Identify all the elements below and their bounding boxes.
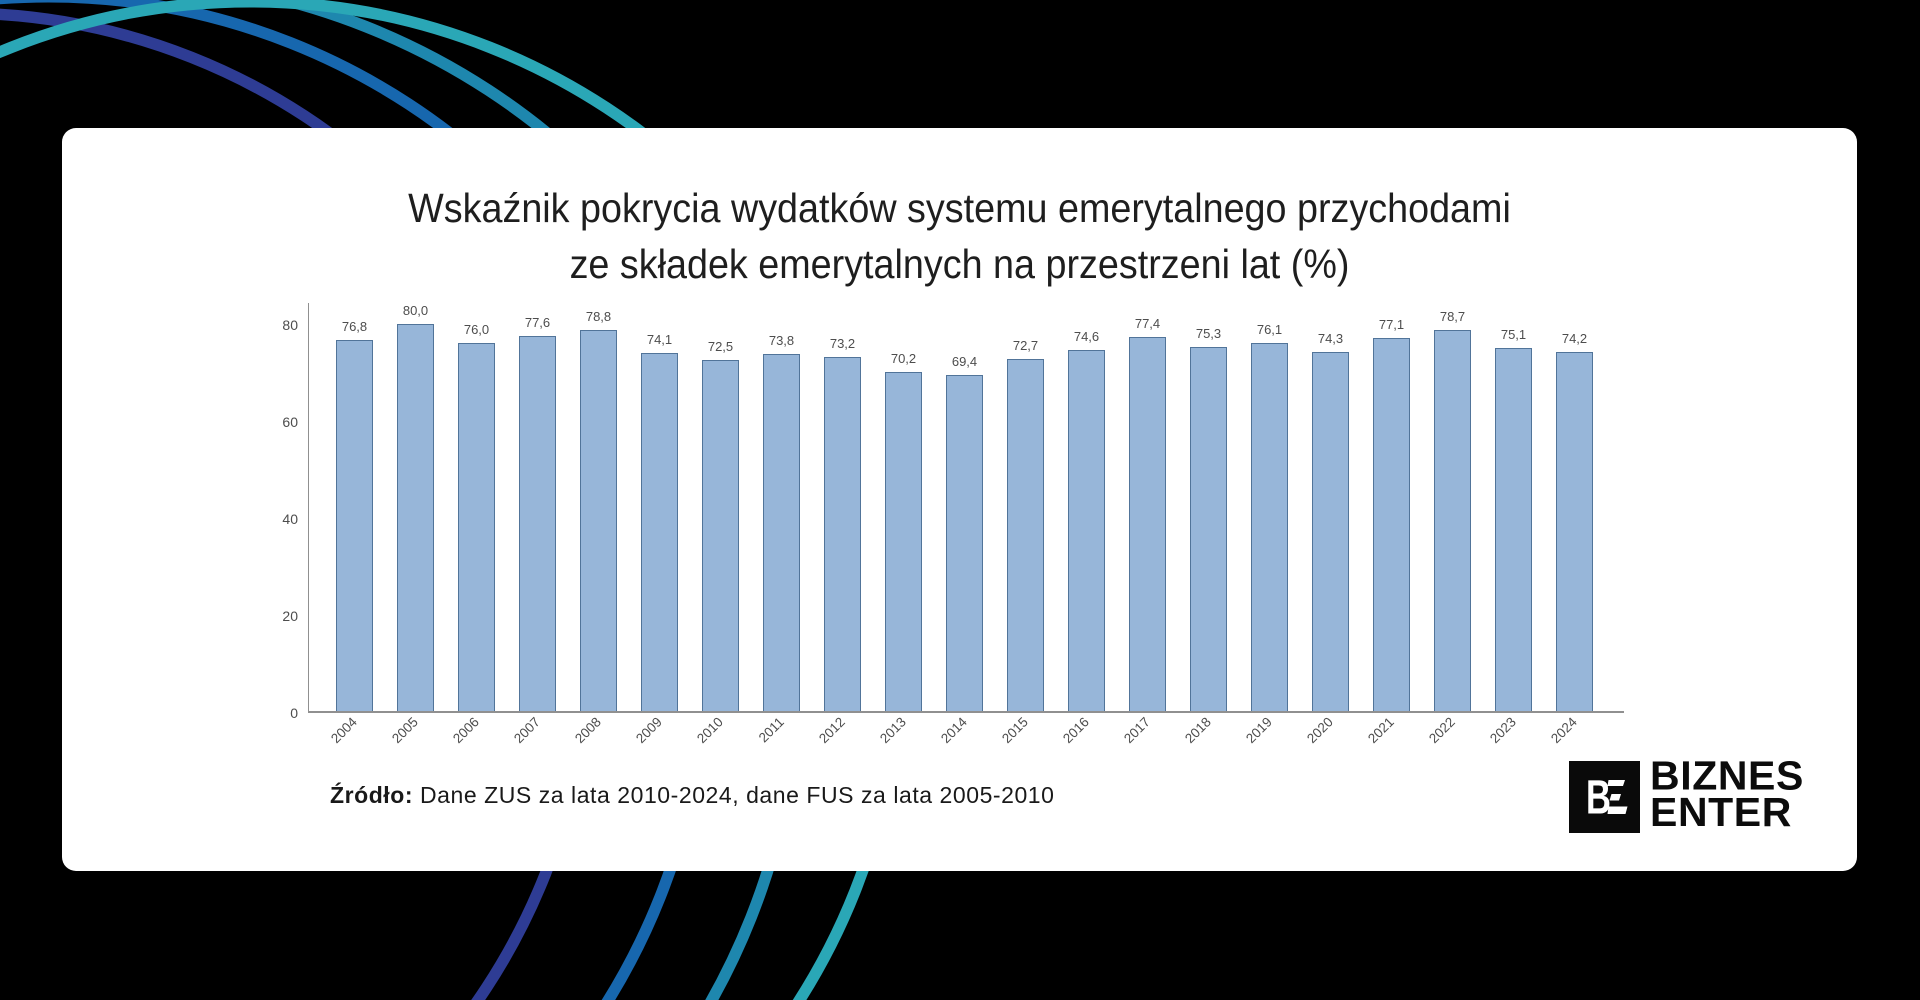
svg-text:B: B — [1586, 770, 1611, 824]
svg-text:BIZNES: BIZNES — [1650, 760, 1804, 799]
svg-text:ENTER: ENTER — [1650, 789, 1792, 835]
